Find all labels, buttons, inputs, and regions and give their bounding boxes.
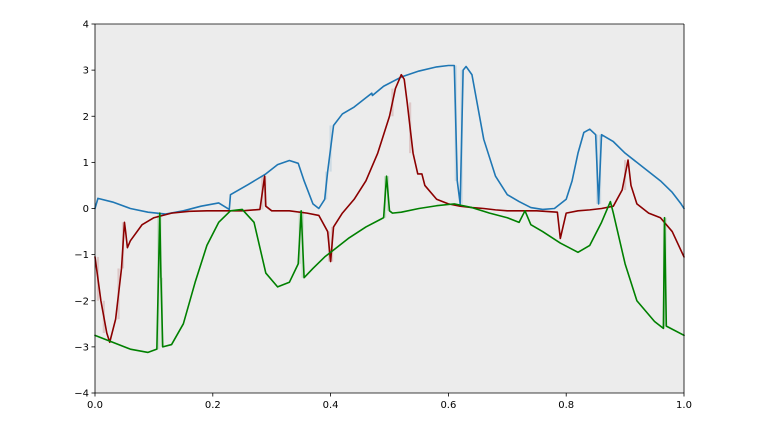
y-tick-label: 1 — [83, 158, 89, 169]
x-tick-label: 0.0 — [87, 400, 103, 411]
y-tick-label: 4 — [83, 20, 89, 31]
series-layer — [94, 64, 685, 354]
x-tick-label: 0.6 — [440, 400, 456, 411]
series-line-2 — [94, 73, 685, 344]
x-tick-label: 0.8 — [558, 400, 574, 411]
series-line-3 — [94, 175, 685, 354]
x-tick-label: 0.4 — [323, 400, 339, 411]
x-tick-label: 1.0 — [676, 400, 692, 411]
y-tick-label: 0 — [83, 204, 89, 215]
y-tick-label: −1 — [74, 250, 89, 261]
series-line-1 — [94, 64, 685, 215]
y-tick-label: −4 — [74, 389, 89, 400]
y-tick-label: −3 — [74, 342, 89, 353]
x-tick-label: 0.2 — [205, 400, 221, 411]
y-tick-label: 3 — [83, 66, 89, 77]
ticks-layer: 0.0 0.2 0.4 0.6 0.8 1.0 −4 −3 −2 −1 0 1 2 3 4 — [74, 20, 692, 412]
y-tick-label: −2 — [74, 296, 89, 307]
y-tick-label: 2 — [83, 112, 89, 123]
